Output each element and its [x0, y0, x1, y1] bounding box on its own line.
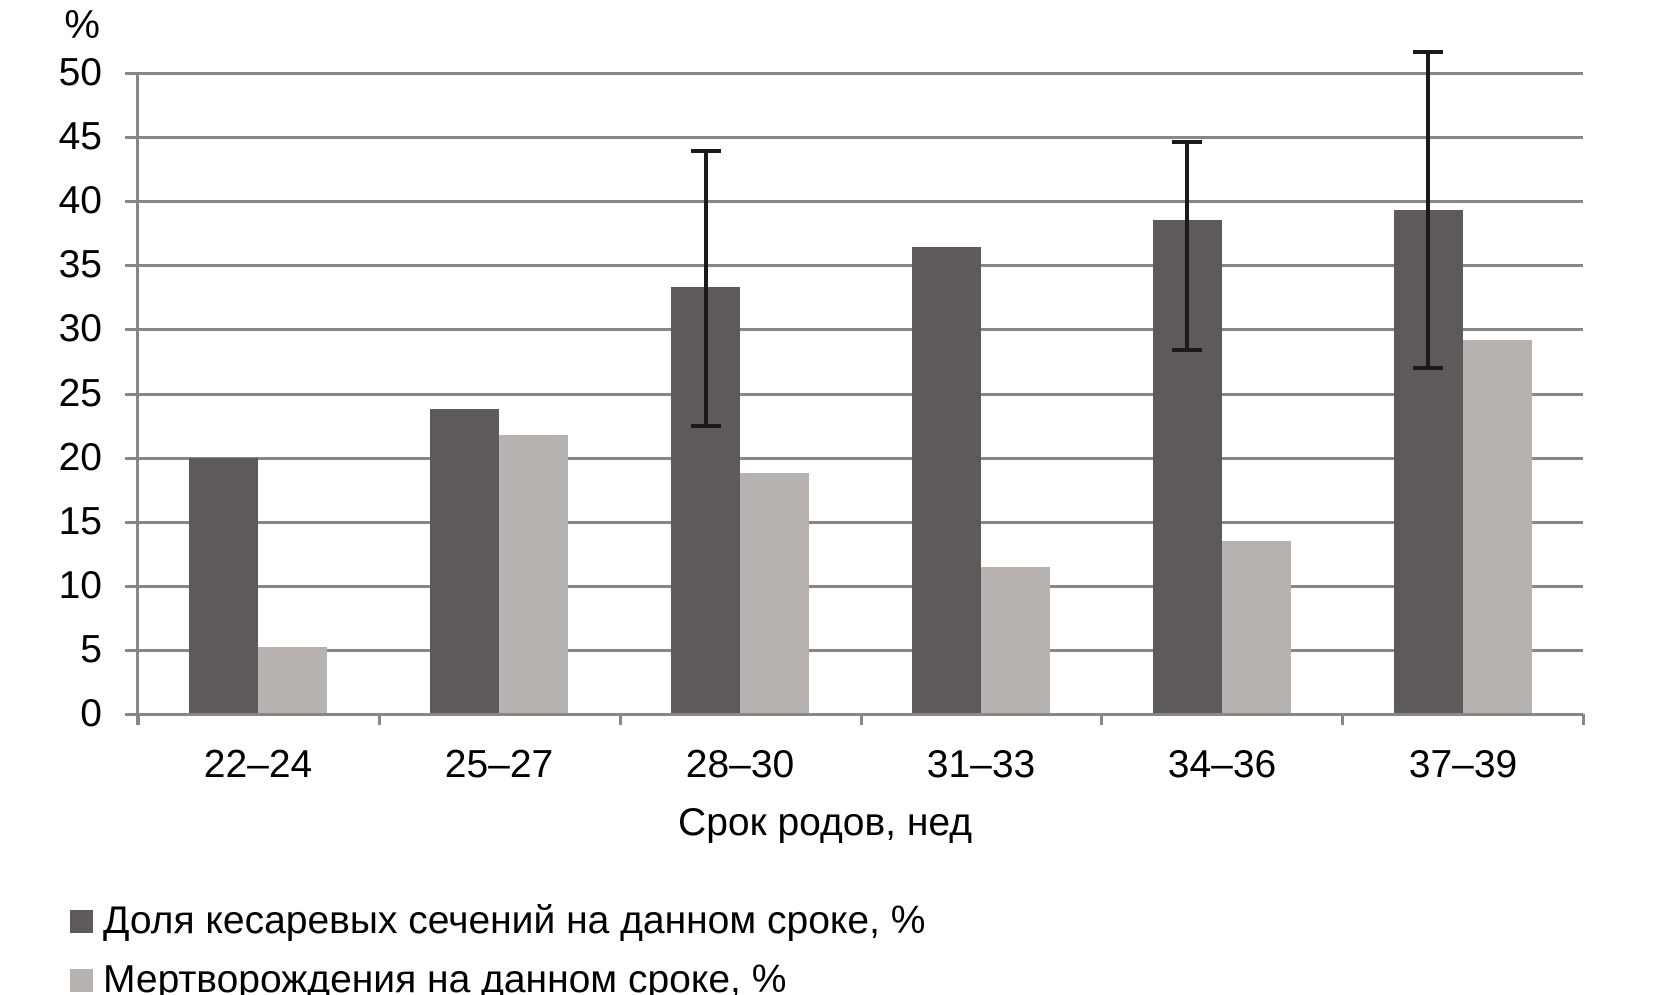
error-bar-cap-top [1172, 140, 1202, 144]
error-bar-cap-bottom [1413, 366, 1443, 370]
y-tick-label: 30 [58, 307, 102, 350]
x-category-label: 34–36 [1167, 743, 1277, 786]
bar-series-2 [258, 647, 327, 714]
bar-series-2 [499, 435, 568, 714]
y-tick-label: 15 [58, 500, 102, 543]
x-category-label: 25–27 [444, 743, 554, 786]
gridline [125, 649, 1583, 652]
gridline [125, 393, 1583, 396]
legend-label: Мертворождения на данном сроке, % [103, 958, 787, 995]
error-bar-cap-top [691, 149, 721, 153]
y-axis-unit-label: % [64, 3, 100, 47]
x-axis-tick [619, 714, 622, 725]
error-bar-line [704, 151, 708, 426]
x-category-label: 31–33 [926, 743, 1036, 786]
legend-label: Доля кесаревых сечений на данном сроке, … [103, 899, 926, 942]
bar-series-2 [740, 473, 809, 714]
legend-swatch [70, 909, 93, 933]
x-axis-tick [1341, 714, 1344, 725]
y-tick-label: 35 [58, 243, 102, 286]
x-axis-tick [137, 714, 140, 725]
x-axis-tick [378, 714, 381, 725]
x-axis-tick [860, 714, 863, 725]
y-tick-label: 25 [58, 372, 102, 415]
x-axis-tick [1100, 714, 1103, 725]
gridline [125, 264, 1583, 267]
bar-series-1 [430, 409, 499, 714]
gridline [125, 328, 1583, 331]
error-bar-cap-bottom [691, 424, 721, 428]
legend-item: Доля кесаревых сечений на данном сроке, … [70, 899, 925, 943]
x-category-label: 37–39 [1408, 743, 1518, 786]
x-axis-tick [1582, 714, 1585, 725]
y-tick-label: 45 [58, 115, 102, 158]
gridline [125, 521, 1583, 524]
error-bar-cap-top [1413, 50, 1443, 54]
gridline [125, 585, 1583, 588]
gridline [125, 72, 1583, 75]
x-axis-title: Срок родов, нед [678, 801, 972, 844]
error-bar-cap-bottom [1172, 348, 1202, 352]
gridline [125, 457, 1583, 460]
bar-series-2 [1463, 340, 1532, 714]
bar-series-2 [1222, 541, 1291, 714]
legend-swatch [70, 968, 93, 992]
y-axis-line [136, 72, 139, 725]
gridline [125, 136, 1583, 139]
legend-item: Мертворождения на данном сроке, % [70, 958, 786, 995]
y-tick-label: 5 [80, 628, 102, 671]
y-tick-label: 10 [58, 564, 102, 607]
bar-series-1 [189, 458, 258, 714]
x-axis-line [125, 713, 1583, 716]
error-bar-line [1426, 52, 1430, 368]
gridline [125, 200, 1583, 203]
bar-series-2 [981, 567, 1050, 714]
bar-series-1 [912, 247, 981, 714]
y-tick-label: 0 [80, 692, 102, 735]
x-category-label: 22–24 [203, 743, 313, 786]
y-tick-label: 50 [58, 51, 102, 94]
error-bar-line [1185, 142, 1189, 350]
x-category-label: 28–30 [685, 743, 795, 786]
y-tick-label: 20 [58, 436, 102, 479]
y-tick-label: 40 [58, 179, 102, 222]
